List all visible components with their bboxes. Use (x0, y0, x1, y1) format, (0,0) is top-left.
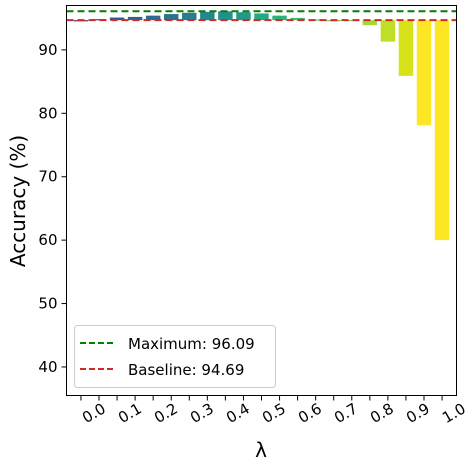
bar-0.30 (182, 12, 197, 21)
bar-1.00 (434, 20, 450, 241)
legend-baseline-label: Baseline: 94.69 (128, 361, 244, 379)
bar-0.10 (109, 17, 125, 21)
bar-0.65 (308, 19, 323, 21)
bar-0.15 (127, 16, 143, 21)
x-tick-label: 0.7 (331, 399, 361, 427)
x-tick-label: 0.0 (79, 399, 109, 427)
bar-0.60 (290, 17, 305, 21)
bar-0.95 (416, 20, 432, 126)
bar-0.45 (236, 12, 251, 21)
x-axis: 0.0 0.1 0.2 0.3 0.4 0.5 0.6 0.7 0.8 0.9 1.0 (79, 395, 469, 427)
y-tick-label: 70 (38, 168, 57, 186)
x-tick-label: 0.8 (367, 399, 397, 427)
bar-0.80 (362, 20, 378, 26)
bar-0.35 (200, 11, 215, 21)
y-tick-label: 60 (38, 231, 57, 249)
x-tick-label: 0.3 (187, 399, 217, 427)
x-axis-title: λ (255, 438, 267, 462)
y-axis-title: Accuracy (%) (6, 135, 30, 267)
bar-0.40 (218, 11, 233, 21)
bar-0.75 (344, 19, 359, 22)
y-axis: 40 50 60 70 80 90 (38, 41, 67, 376)
bar-0.05 (91, 19, 107, 21)
bar-0.55 (272, 15, 287, 21)
x-tick-label: 0.5 (259, 399, 289, 427)
x-tick-label: 1.0 (439, 399, 469, 427)
x-tick-label: 0.4 (223, 399, 253, 427)
bar-0.85 (380, 20, 396, 42)
y-tick-label: 40 (38, 358, 57, 376)
legend-maximum-label: Maximum: 96.09 (128, 335, 255, 353)
legend-box (74, 325, 276, 388)
reference-lines (66, 10, 457, 22)
y-tick-label: 80 (38, 104, 57, 122)
legend: Maximum: 96.09 Baseline: 94.69 (74, 325, 276, 388)
bar-0.25 (164, 14, 179, 21)
x-tick-label: 0.9 (403, 399, 433, 427)
bar-0.50 (254, 13, 269, 21)
y-tick-label: 50 (38, 295, 57, 313)
x-tick-label: 0.2 (151, 399, 181, 427)
bar-0.20 (145, 15, 161, 21)
x-tick-label: 0.1 (115, 399, 145, 427)
bar-0.90 (398, 20, 414, 76)
bars-group (73, 11, 450, 241)
y-tick-label: 90 (38, 41, 57, 59)
x-tick-label: 0.6 (295, 399, 325, 427)
